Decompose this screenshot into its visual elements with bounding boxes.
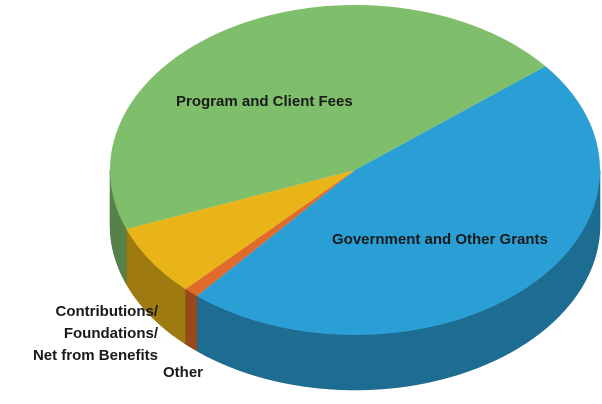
slice-side — [185, 288, 198, 352]
slice-label: Government and Other Grants — [332, 231, 548, 248]
slice — [196, 66, 600, 335]
slice-side — [109, 170, 127, 286]
slice-label: Other — [163, 364, 204, 381]
slice — [185, 170, 355, 296]
slice — [110, 5, 546, 230]
slice-label: Program and Client Fees — [176, 93, 353, 110]
slice-label: Contributions/ Foundations/ Net from Ben… — [32, 303, 158, 364]
slice — [126, 170, 355, 290]
